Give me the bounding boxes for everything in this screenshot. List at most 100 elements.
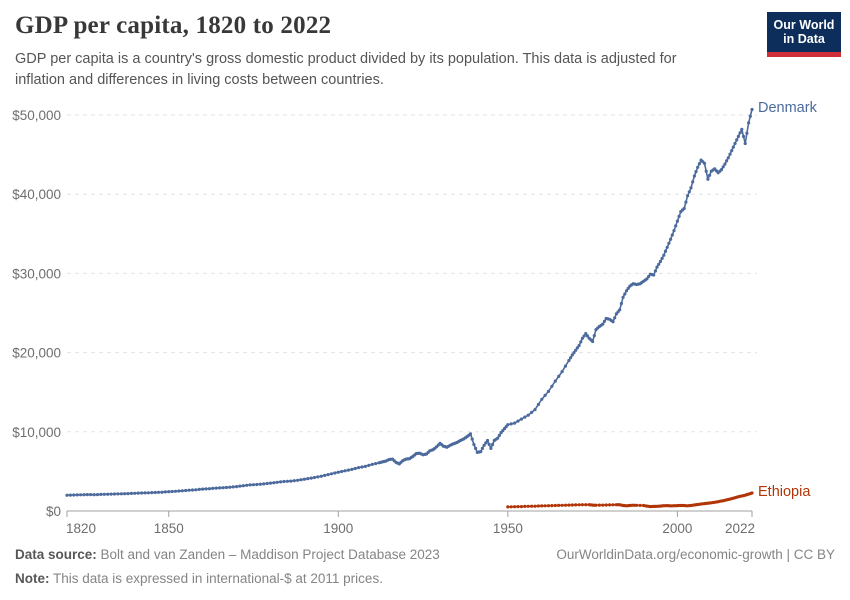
data-point-denmark[interactable] xyxy=(669,237,673,241)
data-point-denmark[interactable] xyxy=(485,438,490,443)
data-point-denmark[interactable] xyxy=(262,482,266,486)
data-point-denmark[interactable] xyxy=(146,491,150,495)
data-point-denmark[interactable] xyxy=(706,177,710,181)
data-point-denmark[interactable] xyxy=(740,127,744,131)
data-point-denmark[interactable] xyxy=(153,490,157,495)
data-point-denmark[interactable] xyxy=(533,408,537,412)
data-point-denmark[interactable] xyxy=(160,490,164,494)
data-point-ethiopia[interactable] xyxy=(567,503,571,507)
data-point-ethiopia[interactable] xyxy=(526,504,530,508)
data-point-ethiopia[interactable] xyxy=(519,505,524,509)
data-point-denmark[interactable] xyxy=(696,165,700,169)
data-point-denmark[interactable] xyxy=(106,492,110,496)
data-point-denmark[interactable] xyxy=(567,358,571,363)
data-point-denmark[interactable] xyxy=(140,491,144,495)
data-point-denmark[interactable] xyxy=(268,481,273,485)
data-point-ethiopia[interactable] xyxy=(540,504,544,508)
data-point-ethiopia[interactable] xyxy=(546,504,551,508)
data-point-denmark[interactable] xyxy=(658,259,663,264)
data-point-denmark[interactable] xyxy=(201,487,205,491)
data-point-denmark[interactable] xyxy=(187,488,191,492)
data-point-denmark[interactable] xyxy=(363,464,367,468)
data-point-denmark[interactable] xyxy=(733,141,737,146)
data-point-denmark[interactable] xyxy=(621,295,625,299)
data-point-denmark[interactable] xyxy=(692,174,697,178)
data-point-denmark[interactable] xyxy=(736,134,741,138)
data-point-denmark[interactable] xyxy=(79,493,83,497)
data-point-denmark[interactable] xyxy=(241,484,245,488)
data-point-denmark[interactable] xyxy=(723,162,727,166)
data-point-denmark[interactable] xyxy=(275,480,279,484)
data-point-ethiopia[interactable] xyxy=(553,503,557,508)
data-point-denmark[interactable] xyxy=(513,421,517,425)
data-point-denmark[interactable] xyxy=(689,186,693,190)
data-point-denmark[interactable] xyxy=(316,475,320,479)
data-point-ethiopia[interactable] xyxy=(574,503,578,507)
data-point-denmark[interactable] xyxy=(743,141,747,146)
data-point-denmark[interactable] xyxy=(574,348,578,352)
data-point-denmark[interactable] xyxy=(343,469,347,473)
owid-citation-link[interactable]: OurWorldinData.org/economic-growth | CC … xyxy=(556,547,835,562)
data-point-denmark[interactable] xyxy=(248,483,252,487)
data-point-denmark[interactable] xyxy=(686,194,690,198)
data-point-ethiopia[interactable] xyxy=(608,503,612,507)
data-point-denmark[interactable] xyxy=(302,477,306,481)
data-point-denmark[interactable] xyxy=(624,289,629,293)
data-point-denmark[interactable] xyxy=(92,493,96,497)
data-point-denmark[interactable] xyxy=(309,476,313,480)
owid-logo[interactable]: Our World in Data xyxy=(767,12,841,52)
data-point-denmark[interactable] xyxy=(329,472,334,476)
data-point-denmark[interactable] xyxy=(662,253,666,257)
data-point-denmark[interactable] xyxy=(112,492,117,496)
data-point-denmark[interactable] xyxy=(526,413,530,417)
data-point-denmark[interactable] xyxy=(584,332,588,336)
data-point-denmark[interactable] xyxy=(540,397,544,401)
data-point-denmark[interactable] xyxy=(194,488,198,492)
data-point-denmark[interactable] xyxy=(665,245,669,249)
data-point-denmark[interactable] xyxy=(482,443,486,447)
data-point-denmark[interactable] xyxy=(570,353,574,357)
data-point-denmark[interactable] xyxy=(282,479,286,484)
data-point-denmark[interactable] xyxy=(336,470,340,474)
data-point-denmark[interactable] xyxy=(370,462,374,466)
data-point-denmark[interactable] xyxy=(489,446,493,450)
data-point-denmark[interactable] xyxy=(357,466,361,470)
data-point-denmark[interactable] xyxy=(472,442,476,447)
data-point-ethiopia[interactable] xyxy=(506,505,510,509)
data-point-denmark[interactable] xyxy=(350,467,354,471)
data-point-denmark[interactable] xyxy=(214,486,218,490)
data-point-denmark[interactable] xyxy=(750,107,754,112)
data-point-denmark[interactable] xyxy=(173,489,178,493)
data-point-denmark[interactable] xyxy=(85,493,89,497)
data-point-denmark[interactable] xyxy=(235,485,239,489)
data-point-denmark[interactable] xyxy=(119,492,123,496)
data-point-denmark[interactable] xyxy=(207,487,211,491)
data-point-denmark[interactable] xyxy=(126,492,130,496)
data-point-denmark[interactable] xyxy=(730,149,734,153)
data-point-denmark[interactable] xyxy=(99,492,103,496)
data-point-denmark[interactable] xyxy=(553,379,557,383)
data-point-denmark[interactable] xyxy=(72,493,76,497)
data-point-ethiopia[interactable] xyxy=(560,503,564,507)
data-point-denmark[interactable] xyxy=(672,229,676,233)
data-point-denmark[interactable] xyxy=(228,485,232,489)
data-point-denmark[interactable] xyxy=(133,491,137,495)
data-point-denmark[interactable] xyxy=(167,490,171,494)
data-point-denmark[interactable] xyxy=(560,370,564,374)
data-point-denmark[interactable] xyxy=(289,479,293,483)
data-point-denmark[interactable] xyxy=(675,219,680,223)
data-point-denmark[interactable] xyxy=(255,482,259,487)
data-point-denmark[interactable] xyxy=(546,389,551,393)
data-point-ethiopia[interactable] xyxy=(513,505,517,509)
data-point-denmark[interactable] xyxy=(519,417,524,421)
data-point-denmark[interactable] xyxy=(296,478,300,482)
data-point-denmark[interactable] xyxy=(726,156,730,160)
data-point-denmark[interactable] xyxy=(577,343,581,348)
data-point-ethiopia[interactable] xyxy=(601,503,605,507)
data-point-denmark[interactable] xyxy=(221,486,225,490)
data-point-denmark[interactable] xyxy=(580,336,585,340)
line-denmark[interactable] xyxy=(66,108,753,496)
data-point-denmark[interactable] xyxy=(747,121,751,125)
data-point-denmark[interactable] xyxy=(323,473,327,477)
data-point-ethiopia[interactable] xyxy=(580,503,585,507)
